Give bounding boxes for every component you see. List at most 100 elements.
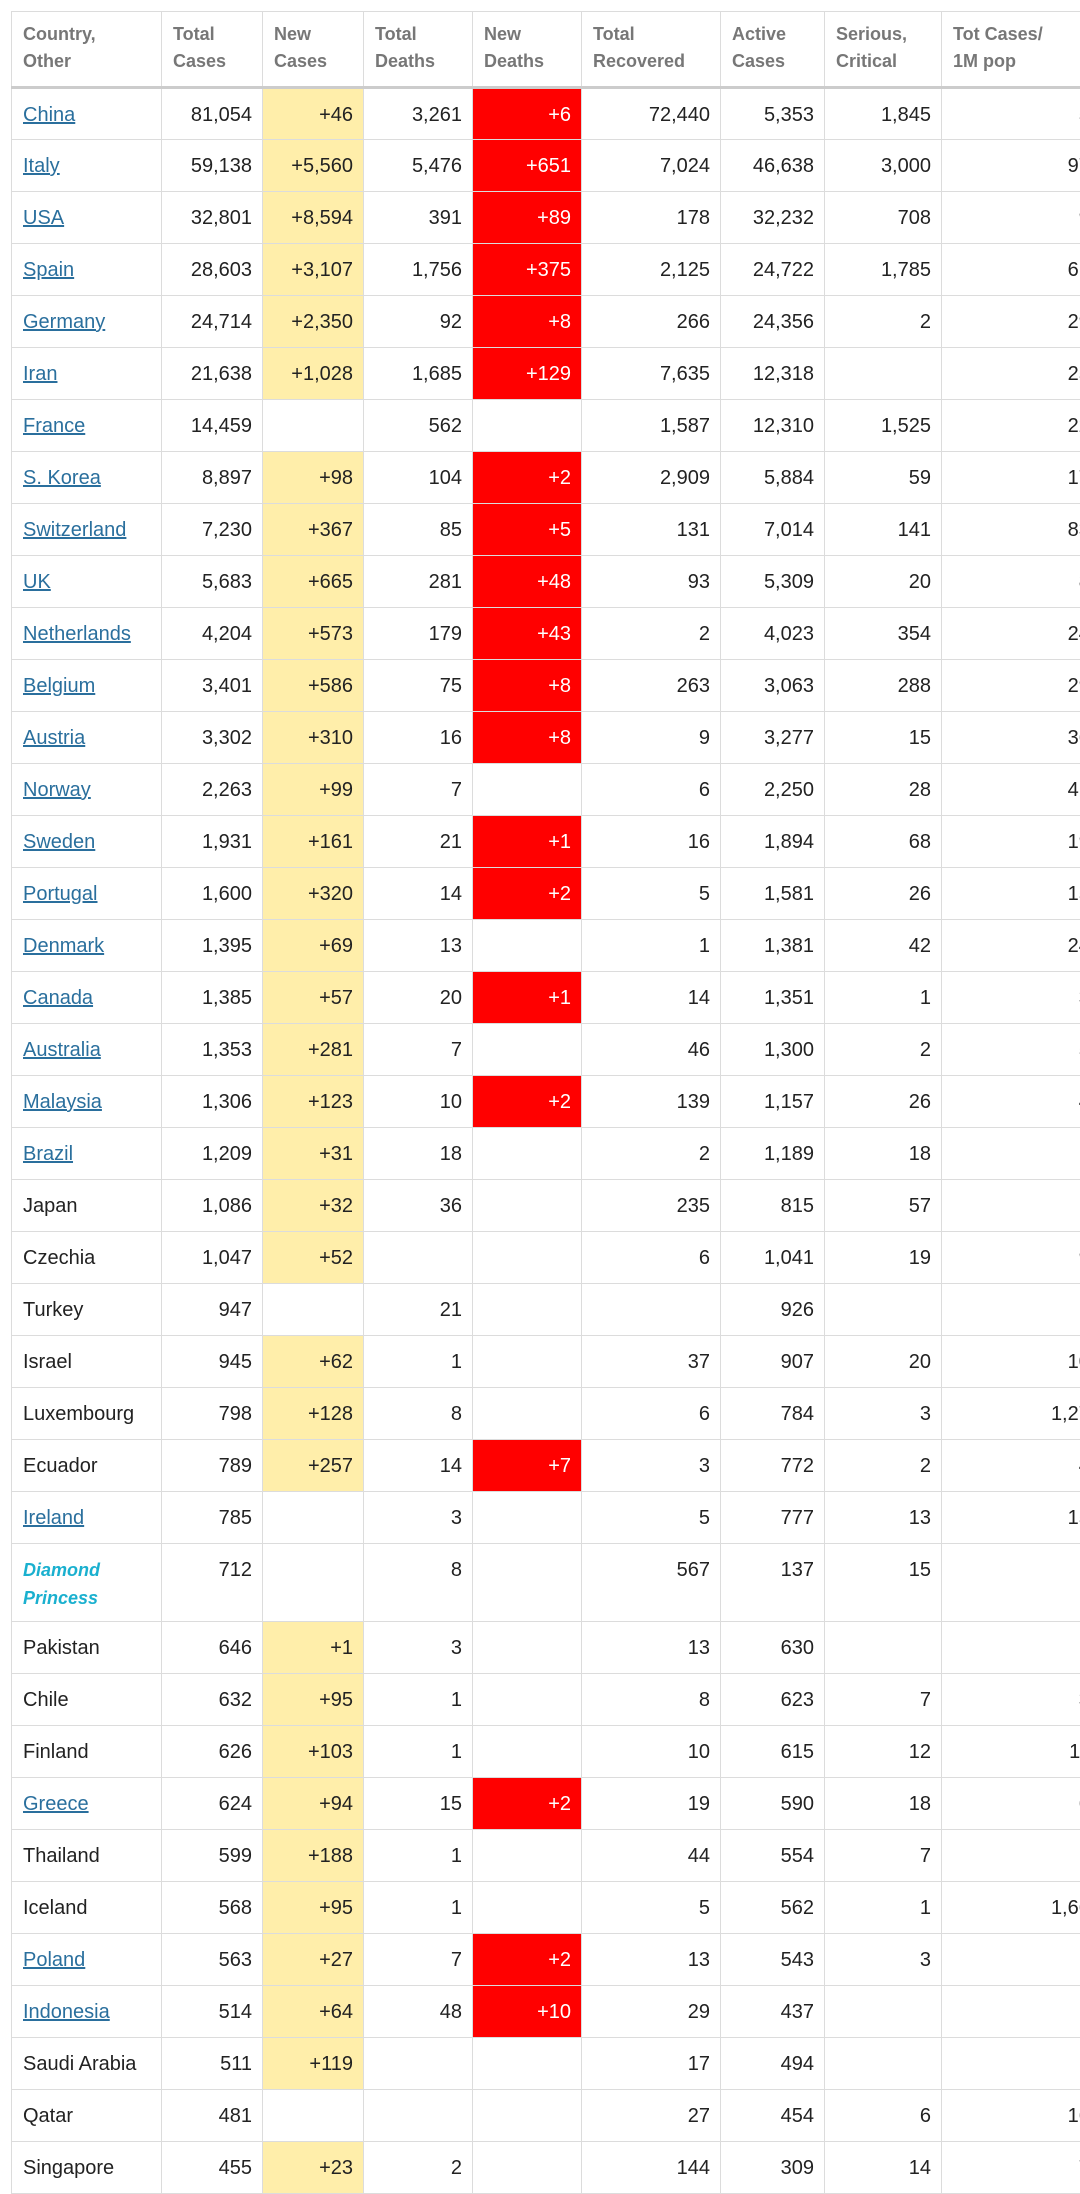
cell-value: 1,665 bbox=[1051, 1897, 1080, 1919]
cell-value: 178 bbox=[677, 207, 710, 229]
country-link[interactable]: France bbox=[23, 415, 85, 437]
value-cell: 511 bbox=[162, 2038, 263, 2090]
header-line: Deaths bbox=[484, 48, 571, 75]
value-cell: 568 bbox=[162, 1882, 263, 1934]
cell-value: 630 bbox=[781, 1637, 814, 1659]
country-link[interactable]: USA bbox=[23, 207, 64, 229]
cell-value: 1,395 bbox=[202, 935, 252, 957]
cell-value: +43 bbox=[537, 623, 571, 645]
cell-value: +651 bbox=[526, 155, 571, 177]
cell-value: +310 bbox=[308, 727, 353, 749]
cell-value: 241 bbox=[1068, 935, 1080, 957]
cell-value: 5 bbox=[699, 1897, 710, 1919]
country-link[interactable]: Ireland bbox=[23, 1507, 84, 1529]
country-link[interactable]: Portugal bbox=[23, 883, 98, 905]
value-cell: 567 bbox=[582, 1544, 721, 1622]
country-link[interactable]: Austria bbox=[23, 727, 85, 749]
cell-value: 59,138 bbox=[191, 155, 252, 177]
value-cell: 494 bbox=[721, 2038, 825, 2090]
cell-value: +48 bbox=[537, 571, 571, 593]
value-cell: 3 bbox=[825, 1388, 942, 1440]
value-cell: 2,909 bbox=[582, 452, 721, 504]
cell-value: 37 bbox=[688, 1351, 710, 1373]
cell-value: +98 bbox=[319, 467, 353, 489]
country-link[interactable]: Indonesia bbox=[23, 2001, 110, 2023]
cell-value: 14,459 bbox=[191, 415, 252, 437]
country-cell: Iran bbox=[12, 348, 162, 400]
value-cell: 1,581 bbox=[721, 868, 825, 920]
country-link[interactable]: Malaysia bbox=[23, 1091, 102, 1113]
country-cell: Saudi Arabia bbox=[12, 2038, 162, 2090]
value-cell: 92 bbox=[364, 296, 473, 348]
country-link[interactable]: Australia bbox=[23, 1039, 101, 1061]
value-cell: 417 bbox=[942, 764, 1080, 816]
country-link[interactable]: China bbox=[23, 104, 75, 126]
value-cell: +69 bbox=[263, 920, 364, 972]
value-cell: 2 bbox=[942, 1986, 1080, 2038]
value-cell: 3,261 bbox=[364, 88, 473, 140]
cell-value: 21,638 bbox=[191, 363, 252, 385]
country-link[interactable]: Iran bbox=[23, 363, 57, 385]
value-cell: 12,318 bbox=[721, 348, 825, 400]
country-link[interactable]: Italy bbox=[23, 155, 60, 177]
value-cell: 712 bbox=[162, 1544, 263, 1622]
country-link[interactable]: Switzerland bbox=[23, 519, 126, 541]
cell-value: 1,381 bbox=[764, 935, 814, 957]
cell-value: +2 bbox=[548, 1091, 571, 1113]
cell-value: 42 bbox=[909, 935, 931, 957]
country-link[interactable]: Germany bbox=[23, 311, 105, 333]
value-cell: 46 bbox=[582, 1024, 721, 1076]
country-link[interactable]: Norway bbox=[23, 779, 91, 801]
column-header[interactable]: Serious,Critical bbox=[825, 12, 942, 88]
country-link[interactable]: Netherlands bbox=[23, 623, 131, 645]
country-link[interactable]: UK bbox=[23, 571, 51, 593]
country-link[interactable]: Canada bbox=[23, 987, 93, 1009]
country-link[interactable]: Denmark bbox=[23, 935, 104, 957]
value-cell: 309 bbox=[721, 2142, 825, 2194]
value-cell: 5,683 bbox=[162, 556, 263, 608]
value-cell: +188 bbox=[263, 1830, 364, 1882]
country-link[interactable]: S. Korea bbox=[23, 467, 101, 489]
country-link[interactable]: Spain bbox=[23, 259, 74, 281]
cell-value: 2 bbox=[699, 623, 710, 645]
value-cell: 815 bbox=[721, 1180, 825, 1232]
table-row: Ireland7853577713159 bbox=[12, 1492, 1080, 1544]
country-link[interactable]: Brazil bbox=[23, 1143, 73, 1165]
value-cell: 3,401 bbox=[162, 660, 263, 712]
value-cell: 16 bbox=[582, 816, 721, 868]
cell-value: 1,275 bbox=[1051, 1403, 1080, 1425]
value-cell: 15 bbox=[942, 1934, 1080, 1986]
value-cell: 48 bbox=[364, 1986, 473, 2038]
value-cell bbox=[473, 1726, 582, 1778]
value-cell: 2 bbox=[825, 1024, 942, 1076]
value-cell: 21 bbox=[364, 816, 473, 868]
cell-value: 511 bbox=[220, 2053, 252, 2075]
value-cell: 391 bbox=[364, 192, 473, 244]
value-cell: 17 bbox=[582, 2038, 721, 2090]
column-header[interactable]: Country,Other bbox=[12, 12, 162, 88]
country-link[interactable]: Poland bbox=[23, 1949, 85, 1971]
column-header[interactable]: Tot Cases/1M pop bbox=[942, 12, 1080, 88]
header-line: Total bbox=[173, 21, 252, 48]
country-link[interactable]: Greece bbox=[23, 1793, 89, 1815]
value-cell: 2 bbox=[582, 608, 721, 660]
country-cell: Turkey bbox=[12, 1284, 162, 1336]
value-cell: 40 bbox=[942, 1076, 1080, 1128]
cell-value: 2 bbox=[920, 311, 931, 333]
country-link[interactable]: Belgium bbox=[23, 675, 95, 697]
country-link[interactable]: Sweden bbox=[23, 831, 95, 853]
value-cell: +5,560 bbox=[263, 140, 364, 192]
value-cell: +2 bbox=[473, 1076, 582, 1128]
cell-value: 494 bbox=[781, 2053, 814, 2075]
cell-value: +5 bbox=[548, 519, 571, 541]
cell-value: +3,107 bbox=[291, 259, 353, 281]
cell-value: 27 bbox=[688, 2105, 710, 2127]
